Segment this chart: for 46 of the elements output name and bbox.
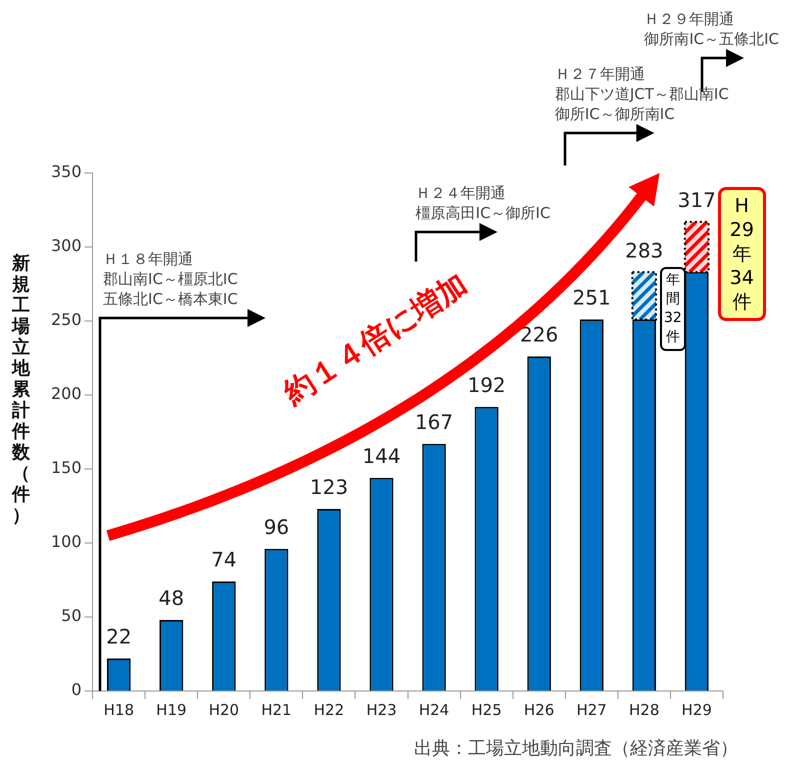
x-tick-label: H21 [261,700,292,719]
x-tick-label: H20 [208,700,240,719]
total-label: 226 [520,322,558,347]
x-tick-label: H26 [524,700,554,719]
total-label: 192 [467,373,506,398]
x-tick-label: H19 [156,700,187,719]
x-tick-label: H22 [314,700,344,719]
x-tick-label: H29 [682,700,712,719]
y-tick-label: 250 [50,310,82,330]
annotation: H29年34件 [730,194,754,314]
total-label: 74 [211,548,237,572]
total-label: 283 [625,238,664,262]
annotation: Ｈ２４年開通 [416,183,507,204]
x-tick-label: H25 [471,700,502,719]
x-tick-label: H23 [366,700,397,719]
total-label: 123 [310,475,348,500]
text: 御所IC～御所南IC [554,104,676,124]
y-tick-label: 300 [50,236,82,256]
annotation: 年間32件 [664,271,682,348]
x-tick-label: H24 [418,700,450,719]
x-tick-label: H18 [104,700,134,719]
total-label: 144 [362,444,401,468]
y-tick-label: 350 [50,162,82,182]
annotation: 五條北IC～橋本東IC [103,289,238,310]
y-tick-label: 50 [61,606,82,626]
annotation: 郡山南IC～橿原北IC [103,269,238,290]
x-tick-label: H28 [629,700,660,719]
y-tick-label: 150 [50,458,82,478]
text: 御所南IC～五條北IC [644,28,779,49]
text: Ｈ２７年開通 [554,64,646,84]
total-label: 251 [572,286,611,310]
y-tick-label: 0 [71,680,82,700]
y-tick-label: 100 [50,532,82,552]
total-label: 317 [678,188,716,212]
text: 新規工場立地累計件数（件） [12,253,30,526]
text: Ｈ２９年開通 [644,8,736,29]
y-tick-label: 200 [50,384,82,404]
total-label: 167 [414,410,454,434]
total-label: 96 [264,515,290,540]
annotation: 橿原高田IC～御所IC [416,203,550,224]
text: 郡山下ツ道JCT～郡山南IC [554,84,729,104]
total-label: 22 [106,624,132,649]
x-tick-label: H27 [576,700,607,719]
annotation: Ｈ１８年開通 [103,249,194,270]
source-note: 出典：工場立地動向調査（経済産業省） [414,737,738,760]
total-label: 48 [158,586,184,610]
